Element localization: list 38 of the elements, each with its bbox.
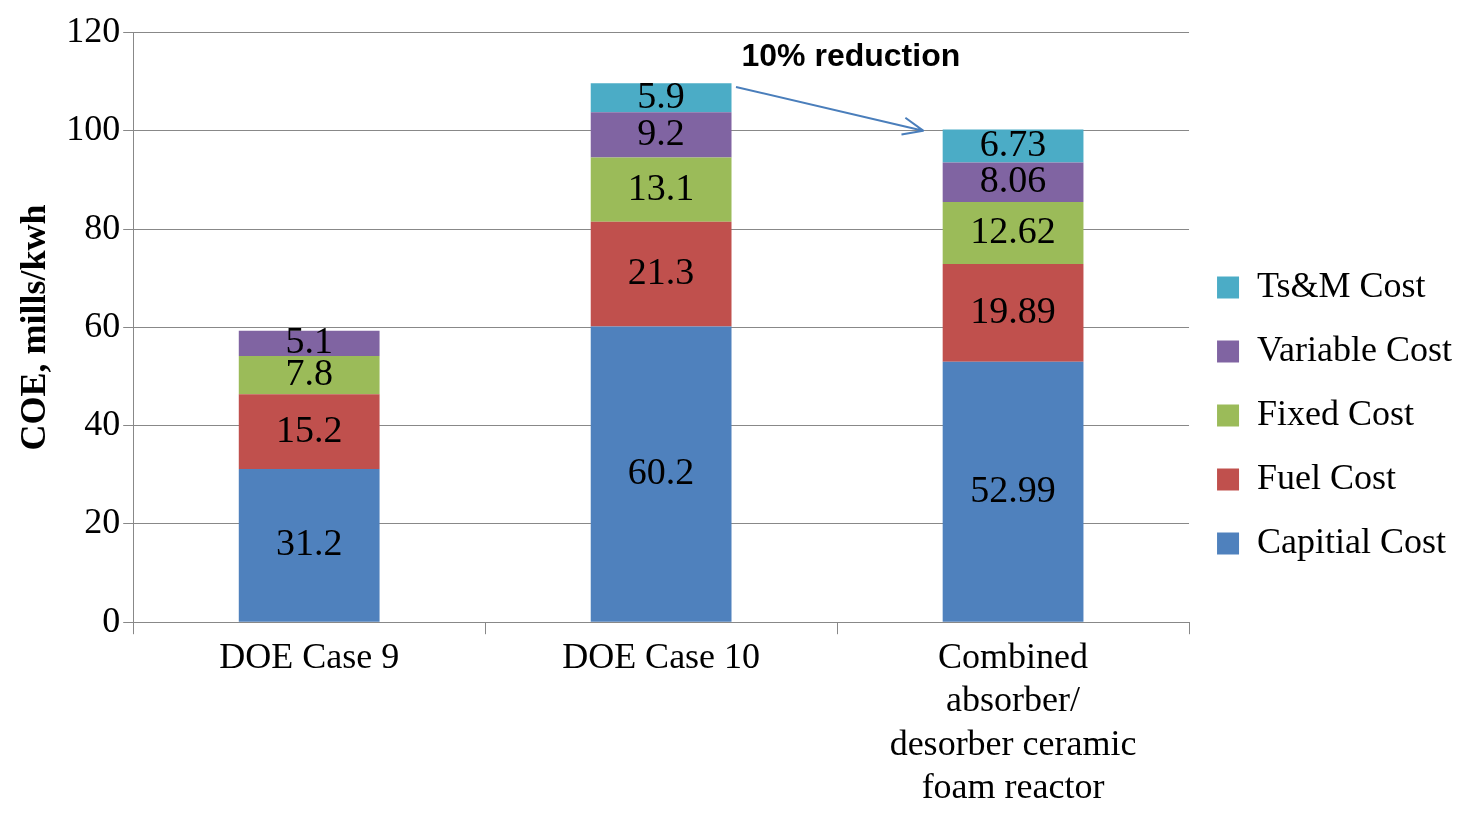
bar (942, 361, 1084, 622)
y-tick-label: 40 (84, 403, 121, 444)
x-tick-label: Combined absorber/ desorber ceramic foam reactor (889, 636, 1137, 806)
legend-label: Fuel Cost (1257, 456, 1397, 497)
bar (238, 468, 380, 622)
y-tick-label: 60 (84, 304, 121, 345)
data-label: 15.2 (275, 407, 343, 450)
data-label: 13.1 (627, 165, 695, 208)
data-label: 31.2 (275, 521, 343, 564)
bar (590, 83, 732, 113)
data-label: 60.2 (627, 450, 695, 493)
data-label: 21.3 (627, 250, 695, 293)
legend-label: Capitial Cost (1257, 520, 1447, 561)
y-tick-label: 80 (84, 206, 121, 247)
bar (942, 264, 1084, 362)
bar (238, 355, 380, 395)
y-axis-title: COE, mills/kwh (12, 204, 53, 451)
bar (590, 112, 732, 158)
bar (590, 221, 732, 327)
bar (942, 129, 1084, 163)
y-tick-label: 120 (66, 10, 121, 51)
legend-label: Variable Cost (1257, 328, 1453, 369)
data-label: 52.99 (970, 467, 1056, 510)
y-tick-label: 0 (102, 599, 121, 640)
bar (590, 157, 732, 222)
x-tick-label: DOE Case 9 (219, 636, 400, 677)
x-tick-label: DOE Case 10 (562, 636, 761, 677)
legend-label: Ts&M Cost (1257, 264, 1426, 305)
data-label: 12.62 (970, 209, 1056, 252)
bar (942, 202, 1084, 265)
bar (238, 330, 380, 356)
y-tick-label: 100 (66, 108, 121, 149)
annotation: 10% reduction (741, 37, 961, 74)
bar (590, 326, 732, 622)
bar (238, 394, 380, 469)
legend-label: Fixed Cost (1257, 392, 1415, 433)
y-tick-label: 20 (84, 501, 121, 542)
data-label: 19.89 (970, 288, 1056, 331)
